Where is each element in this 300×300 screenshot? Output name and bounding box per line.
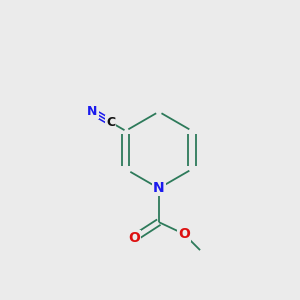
Text: C: C — [106, 116, 115, 129]
Text: N: N — [87, 105, 98, 118]
Text: N: N — [153, 181, 165, 195]
Text: O: O — [178, 227, 190, 241]
Text: O: O — [128, 231, 140, 245]
